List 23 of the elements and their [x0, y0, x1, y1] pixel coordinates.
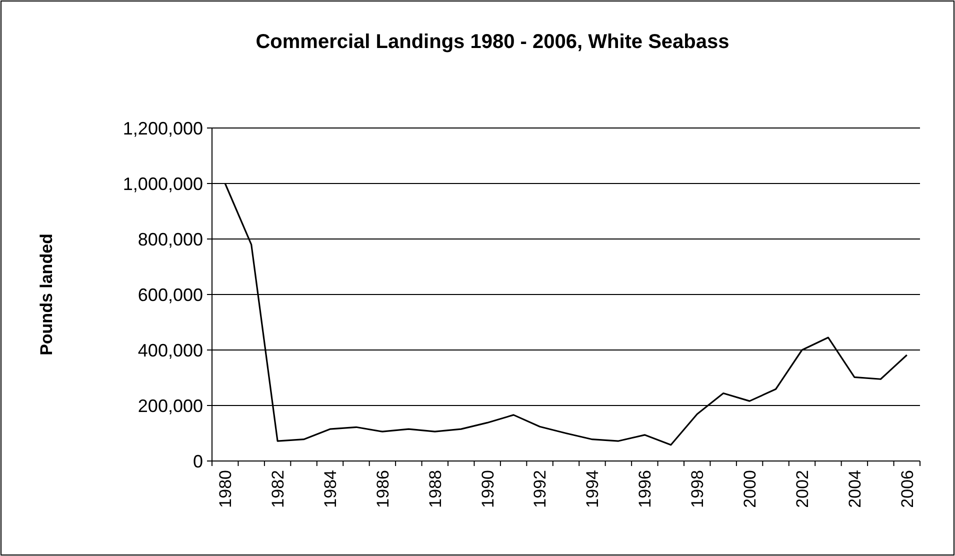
x-tick-label: 1982	[268, 470, 288, 508]
y-tick-label: 1,000,000	[122, 174, 203, 194]
chart-title: Commercial Landings 1980 - 2006, White Seabass	[256, 31, 730, 53]
x-tick-label: 1984	[320, 470, 340, 508]
x-tick-label: 1990	[478, 470, 498, 508]
x-tick-label: 1988	[426, 470, 445, 508]
x-tick-label: 1980	[216, 470, 236, 508]
y-tick-label: 400,000	[138, 340, 203, 360]
y-tick-label: 1,200,000	[122, 118, 203, 138]
y-axis-title: Pounds landed	[37, 234, 56, 356]
y-tick-label: 0	[192, 451, 203, 472]
x-tick-label: 2000	[740, 470, 760, 508]
x-tick-label: 1998	[688, 470, 708, 508]
x-tick-label: 2006	[898, 470, 917, 508]
x-tick-label: 1994	[583, 470, 602, 508]
x-tick-label: 2002	[792, 470, 812, 508]
x-tick-label: 1992	[530, 470, 550, 508]
x-tick-label: 2004	[845, 470, 864, 508]
y-tick-label: 800,000	[138, 229, 203, 250]
x-tick-label: 1986	[373, 470, 392, 508]
y-tick-label: 600,000	[138, 284, 203, 305]
y-tick-label: 200,000	[138, 396, 203, 416]
x-tick-label: 1996	[636, 470, 655, 508]
